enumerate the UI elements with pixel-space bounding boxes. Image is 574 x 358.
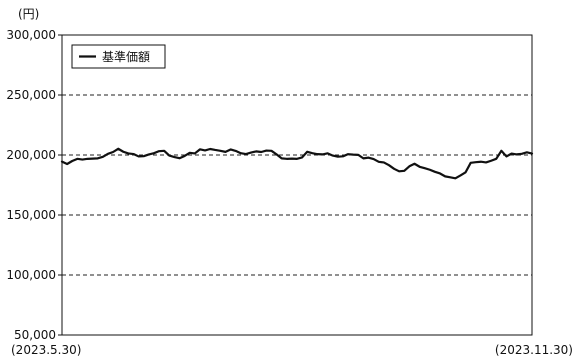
legend-series-label: 基準価額 — [102, 49, 150, 64]
series-layer — [60, 147, 534, 180]
x-start-label: (2023.5.30) — [11, 343, 81, 357]
y-tick-label: 150,000 — [6, 208, 56, 222]
plot-frame — [61, 34, 533, 336]
series-line-nav — [60, 147, 534, 180]
y-axis-ticks: 50,000 100,000 150,000 200,000 250,000 300,00… — [6, 28, 62, 342]
y-unit-label: (円) — [18, 7, 39, 21]
y-tick-label: 100,000 — [6, 268, 56, 282]
y-tick-label: 250,000 — [6, 88, 56, 102]
legend: 基準価額 — [71, 44, 166, 69]
grid-lines — [62, 94, 532, 276]
x-end-label: (2023.11.30) — [495, 343, 573, 357]
y-tick-label: 50,000 — [14, 328, 56, 342]
y-tick-label: 300,000 — [6, 28, 56, 42]
y-tick-label: 200,000 — [6, 148, 56, 162]
legend-box — [71, 44, 166, 69]
